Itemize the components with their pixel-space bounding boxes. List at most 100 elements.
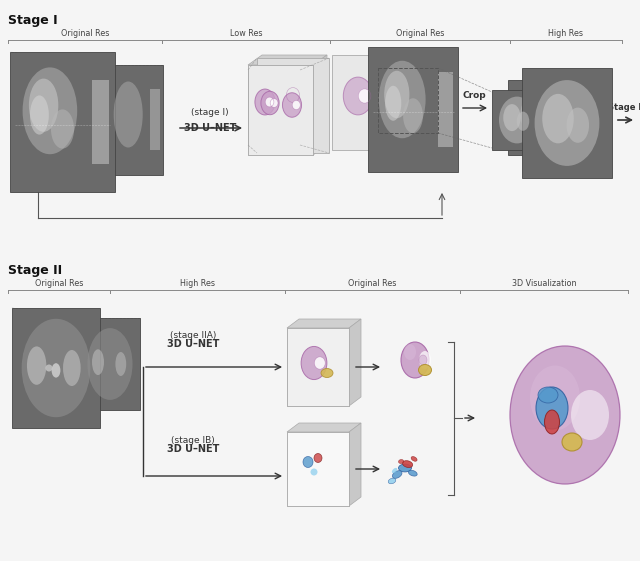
Ellipse shape — [392, 468, 397, 473]
Text: High Res: High Res — [548, 29, 584, 38]
Bar — [508, 80, 563, 155]
Ellipse shape — [303, 347, 327, 379]
Ellipse shape — [534, 80, 600, 166]
Polygon shape — [349, 423, 361, 506]
Bar — [80, 318, 140, 410]
Bar — [287, 328, 349, 406]
Text: (stage I): (stage I) — [191, 108, 229, 117]
Ellipse shape — [343, 77, 372, 115]
Text: Original Res: Original Res — [348, 279, 397, 288]
Ellipse shape — [310, 468, 317, 476]
Bar — [248, 70, 300, 145]
Ellipse shape — [542, 94, 573, 144]
Ellipse shape — [51, 109, 74, 149]
Text: Original Res: Original Res — [61, 29, 109, 38]
Ellipse shape — [401, 342, 429, 378]
Polygon shape — [349, 319, 361, 406]
Ellipse shape — [115, 352, 126, 376]
Ellipse shape — [292, 100, 300, 109]
Polygon shape — [248, 55, 327, 65]
Bar — [105, 65, 163, 175]
Ellipse shape — [408, 470, 417, 476]
Circle shape — [45, 365, 52, 371]
Text: Original Res: Original Res — [35, 279, 83, 288]
Ellipse shape — [358, 89, 371, 103]
Ellipse shape — [265, 96, 273, 104]
Ellipse shape — [314, 453, 322, 462]
Ellipse shape — [22, 67, 77, 154]
Ellipse shape — [411, 457, 417, 461]
Ellipse shape — [419, 355, 427, 365]
Ellipse shape — [530, 366, 580, 430]
Bar — [492, 90, 542, 150]
Bar — [12, 308, 100, 428]
Text: Low Res: Low Res — [230, 29, 262, 38]
Ellipse shape — [311, 467, 317, 473]
Ellipse shape — [317, 454, 323, 462]
Ellipse shape — [571, 390, 609, 440]
Ellipse shape — [114, 81, 143, 148]
Ellipse shape — [399, 464, 412, 472]
Ellipse shape — [270, 99, 278, 107]
Text: High Res: High Res — [180, 279, 215, 288]
Ellipse shape — [255, 89, 275, 115]
Ellipse shape — [403, 98, 423, 134]
Ellipse shape — [566, 108, 589, 143]
Bar — [287, 328, 349, 406]
Ellipse shape — [303, 457, 313, 467]
Ellipse shape — [29, 79, 58, 132]
Polygon shape — [287, 423, 361, 432]
Ellipse shape — [536, 387, 568, 429]
Text: 3D U–NET: 3D U–NET — [167, 444, 219, 454]
Text: Crop: Crop — [462, 91, 486, 100]
Ellipse shape — [399, 459, 404, 463]
Bar — [368, 47, 458, 172]
Bar — [287, 432, 349, 506]
Ellipse shape — [22, 319, 90, 417]
Text: 3D U–NET: 3D U–NET — [167, 339, 219, 349]
Bar — [438, 72, 452, 147]
Ellipse shape — [419, 365, 431, 375]
Text: Stage I: Stage I — [8, 14, 58, 27]
Ellipse shape — [499, 96, 535, 144]
Ellipse shape — [538, 387, 558, 403]
Text: (stage IIA): (stage IIA) — [170, 331, 216, 340]
Text: Stage II: Stage II — [8, 264, 62, 277]
Ellipse shape — [562, 433, 582, 451]
Ellipse shape — [503, 104, 521, 131]
Ellipse shape — [403, 461, 413, 467]
Text: (stage IB): (stage IB) — [171, 436, 215, 445]
Bar — [248, 65, 313, 155]
Ellipse shape — [282, 93, 301, 117]
Ellipse shape — [516, 112, 529, 131]
Bar — [257, 58, 329, 153]
Ellipse shape — [321, 369, 333, 378]
Ellipse shape — [271, 75, 301, 115]
Ellipse shape — [256, 89, 274, 111]
Ellipse shape — [30, 95, 49, 135]
Ellipse shape — [290, 99, 297, 107]
Bar — [10, 52, 115, 192]
Ellipse shape — [27, 346, 46, 385]
Bar — [378, 68, 438, 133]
Ellipse shape — [63, 350, 81, 386]
Ellipse shape — [286, 88, 300, 103]
Bar — [287, 432, 349, 506]
Ellipse shape — [520, 98, 540, 131]
Text: Original Res: Original Res — [396, 29, 444, 38]
Bar — [522, 68, 612, 178]
Ellipse shape — [52, 363, 60, 378]
Ellipse shape — [384, 71, 410, 118]
Polygon shape — [313, 55, 327, 155]
Ellipse shape — [282, 93, 298, 113]
Ellipse shape — [545, 410, 559, 434]
Bar — [150, 89, 159, 150]
Ellipse shape — [301, 347, 327, 380]
Polygon shape — [287, 319, 361, 328]
Bar — [332, 55, 400, 150]
Ellipse shape — [385, 86, 401, 121]
Ellipse shape — [510, 346, 620, 484]
Text: Stage II: Stage II — [608, 103, 640, 112]
Ellipse shape — [316, 357, 326, 369]
Ellipse shape — [92, 350, 104, 375]
